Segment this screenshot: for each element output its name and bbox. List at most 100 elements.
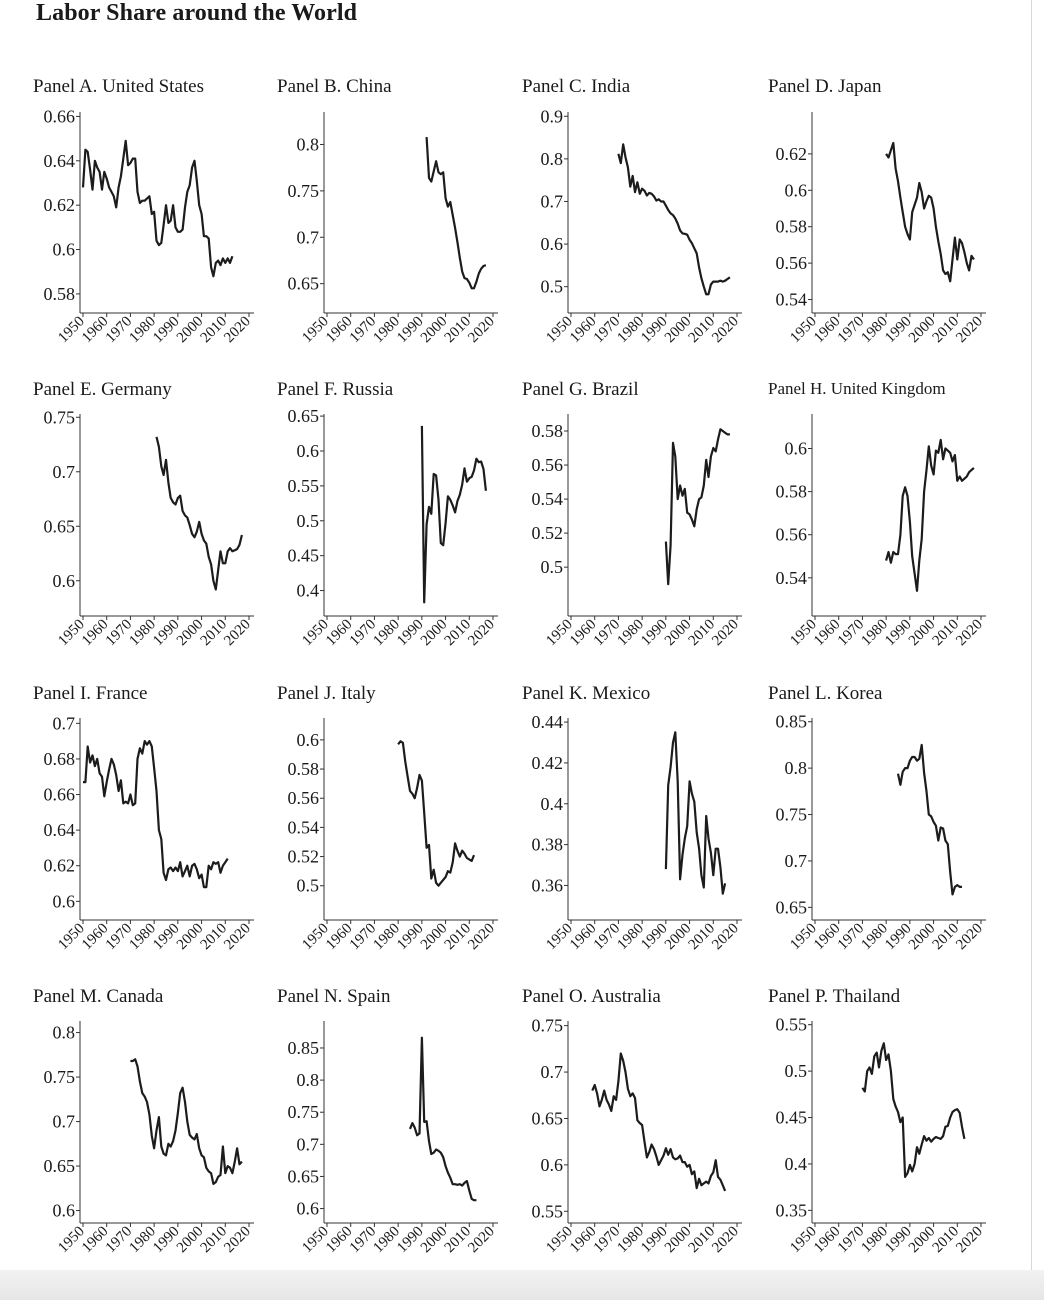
- panel-title-i: Panel I. France: [33, 683, 148, 704]
- y-tick-label: 0.5: [541, 277, 564, 297]
- series-line: [397, 740, 476, 887]
- series-line: [155, 436, 243, 591]
- y-tick-label: 0.7: [785, 851, 808, 871]
- y-tick-label: 0.64: [44, 820, 76, 840]
- panel-5: 0.40.450.50.550.60.651950196019701980199…: [288, 406, 498, 649]
- y-tick-label: 0.58: [288, 759, 320, 779]
- y-tick-label: 0.7: [541, 1062, 564, 1082]
- y-tick-label: 0.66: [44, 106, 76, 126]
- y-tick-label: 0.6: [53, 240, 76, 260]
- page-title: Labor Share around the World: [36, 0, 358, 26]
- panel-7: 0.540.560.580.61950196019701980199020002…: [776, 414, 986, 650]
- y-tick-label: 0.54: [776, 290, 808, 310]
- panel-8: 0.60.620.640.660.680.7195019601970198019…: [44, 713, 254, 954]
- page-edge: [1031, 0, 1032, 1270]
- panel-12: 0.60.650.70.750.819501960197019801990200…: [44, 1021, 254, 1256]
- y-tick-label: 0.6: [785, 180, 808, 200]
- panel-title-m: Panel M. Canada: [33, 986, 164, 1007]
- x-tick-label: 2020: [465, 921, 498, 954]
- panel-3: 0.540.560.580.60.62195019601970198019902…: [776, 112, 986, 347]
- y-tick-label: 0.64: [44, 151, 76, 171]
- x-tick-label: 2020: [709, 314, 742, 347]
- y-tick-label: 0.62: [44, 195, 76, 215]
- series-line: [664, 428, 730, 586]
- y-tick-label: 0.4: [785, 1154, 808, 1174]
- y-tick-label: 0.8: [53, 1023, 76, 1043]
- x-tick-label: 2020: [709, 921, 742, 954]
- y-tick-label: 0.68: [44, 749, 76, 769]
- x-tick-label: 2020: [953, 921, 986, 954]
- y-tick-label: 0.58: [532, 421, 564, 441]
- y-tick-label: 0.75: [776, 805, 808, 825]
- panel-title-h: Panel H. United Kingdom: [768, 379, 946, 398]
- y-tick-label: 0.85: [776, 712, 808, 732]
- y-tick-label: 0.7: [297, 1134, 320, 1154]
- y-tick-label: 0.65: [288, 1166, 320, 1186]
- y-tick-label: 0.56: [532, 455, 564, 475]
- panel-9: 0.50.520.540.560.580.6195019601970198019…: [288, 718, 498, 954]
- y-tick-label: 0.6: [297, 441, 320, 461]
- panel-title-g: Panel G. Brazil: [522, 379, 639, 400]
- panel-11: 0.650.70.750.80.851950196019701980199020…: [776, 712, 986, 954]
- series-line: [130, 1058, 243, 1185]
- panel-6: 0.50.520.540.560.58195019601970198019902…: [532, 414, 742, 649]
- y-tick-label: 0.65: [44, 1156, 76, 1176]
- y-tick-label: 0.56: [776, 525, 808, 545]
- series-line: [425, 137, 487, 290]
- y-tick-label: 0.5: [785, 1061, 808, 1081]
- y-tick-label: 0.52: [532, 523, 564, 543]
- y-tick-label: 0.75: [288, 1102, 320, 1122]
- y-tick-label: 0.75: [288, 181, 320, 201]
- panel-14: 0.550.60.650.70.751950196019701980199020…: [532, 1016, 742, 1256]
- y-tick-label: 0.65: [288, 406, 320, 426]
- y-tick-label: 0.45: [776, 1108, 808, 1128]
- y-tick-label: 0.58: [44, 284, 76, 304]
- y-tick-label: 0.85: [288, 1038, 320, 1058]
- y-tick-label: 0.7: [53, 462, 76, 482]
- series-line: [420, 425, 487, 604]
- panel-title-n: Panel N. Spain: [277, 986, 391, 1007]
- y-tick-label: 0.5: [541, 557, 564, 577]
- panel-title-f: Panel F. Russia: [277, 379, 394, 400]
- x-tick-label: 2020: [953, 314, 986, 347]
- y-tick-label: 0.54: [776, 568, 808, 588]
- y-tick-label: 0.75: [532, 1016, 564, 1036]
- x-tick-label: 2020: [221, 921, 254, 954]
- y-tick-label: 0.55: [532, 1201, 564, 1221]
- y-tick-label: 0.5: [297, 511, 320, 531]
- y-tick-label: 0.45: [288, 546, 320, 566]
- y-tick-label: 0.7: [541, 191, 564, 211]
- y-tick-label: 0.6: [53, 891, 76, 911]
- panel-13: 0.60.650.70.750.80.851950196019701980199…: [288, 1021, 498, 1256]
- panel-title-p: Panel P. Thailand: [768, 986, 901, 1007]
- y-tick-label: 0.35: [776, 1200, 808, 1220]
- x-tick-label: 2020: [221, 617, 254, 650]
- y-tick-label: 0.6: [541, 1155, 564, 1175]
- panel-title-k: Panel K. Mexico: [522, 683, 651, 704]
- y-tick-label: 0.65: [288, 274, 320, 294]
- x-tick-label: 2020: [465, 314, 498, 347]
- x-tick-label: 2020: [953, 617, 986, 650]
- y-tick-label: 0.62: [44, 856, 76, 876]
- panel-title-c: Panel C. India: [522, 76, 631, 97]
- y-tick-label: 0.4: [297, 581, 320, 601]
- y-tick-label: 0.58: [776, 482, 808, 502]
- y-tick-label: 0.5: [297, 876, 320, 896]
- y-tick-label: 0.6: [53, 571, 76, 591]
- y-tick-label: 0.8: [297, 134, 320, 154]
- y-tick-label: 0.6: [785, 438, 808, 458]
- series-line: [408, 1036, 477, 1202]
- panel-title-j: Panel J. Italy: [277, 683, 376, 704]
- page-bottom-shade: [0, 1270, 1044, 1300]
- series-line: [81, 139, 234, 278]
- y-tick-label: 0.42: [532, 753, 564, 773]
- y-tick-label: 0.55: [288, 476, 320, 496]
- y-tick-label: 0.7: [297, 227, 320, 247]
- y-tick-label: 0.54: [532, 489, 564, 509]
- y-tick-label: 0.56: [776, 253, 808, 273]
- y-tick-label: 0.66: [44, 785, 76, 805]
- y-tick-label: 0.44: [532, 712, 564, 732]
- y-tick-label: 0.54: [288, 817, 320, 837]
- series-line: [591, 1052, 727, 1192]
